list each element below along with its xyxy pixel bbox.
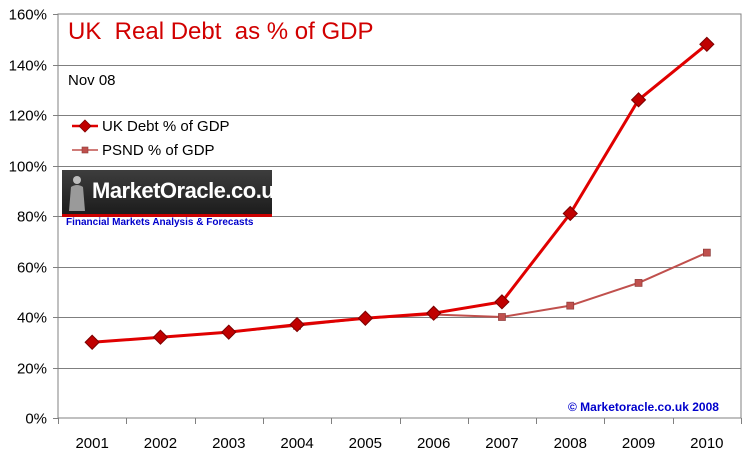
y-tick-label: 80% <box>17 209 47 226</box>
oracle-figure-icon <box>69 176 85 211</box>
legend-item-psnd: PSND % of GDP <box>72 138 230 162</box>
y-tick-label: 140% <box>9 58 47 75</box>
chart-subtitle: Nov 08 <box>68 72 116 89</box>
x-tick-label: 2004 <box>280 435 313 452</box>
series-line-uk-debt <box>92 43 708 344</box>
x-tick-label: 2009 <box>622 435 655 452</box>
x-tick-label: 2002 <box>144 435 177 452</box>
data-point-psnd <box>498 313 506 321</box>
data-point-psnd <box>566 301 575 310</box>
data-point-psnd <box>702 248 711 257</box>
y-tick-label: 120% <box>9 108 47 125</box>
copyright-notice: © Marketoracle.co.uk 2008 <box>568 400 719 414</box>
data-point-uk-debt <box>494 294 510 310</box>
data-point-uk-debt <box>289 316 305 333</box>
y-tick-label: 40% <box>17 310 47 327</box>
x-tick-label: 2007 <box>485 435 518 452</box>
data-point-uk-debt <box>425 305 442 321</box>
y-tick-label: 60% <box>17 260 47 277</box>
data-point-uk-debt <box>357 310 374 326</box>
legend: UK Debt % of GDP PSND % of GDP <box>72 114 230 162</box>
data-point-uk-debt <box>221 324 237 340</box>
x-tick-label: 2010 <box>690 435 723 452</box>
data-point-uk-debt <box>152 329 169 345</box>
x-tick-label: 2001 <box>75 435 108 452</box>
legend-item-uk-debt: UK Debt % of GDP <box>72 114 230 138</box>
data-point-uk-debt <box>630 92 647 108</box>
x-tick-label: 2008 <box>554 435 587 452</box>
logo-background: MarketOracle.co.uk <box>62 170 286 216</box>
logo-tagline: Financial Markets Analysis & Forecasts <box>66 217 254 228</box>
marketoracle-logo: MarketOracle.co.uk Financial Markets Ana… <box>62 170 286 230</box>
x-tick-label: 2005 <box>349 435 382 452</box>
chart-title: UK Real Debt as % of GDP <box>68 18 374 45</box>
legend-marker-psnd <box>72 146 98 154</box>
data-point-uk-debt <box>84 334 100 350</box>
legend-label-psnd: PSND % of GDP <box>102 141 215 159</box>
legend-marker-uk-debt <box>72 119 98 133</box>
x-tick-label: 2003 <box>212 435 245 452</box>
legend-label-uk-debt: UK Debt % of GDP <box>102 117 230 135</box>
data-point-psnd <box>634 279 643 287</box>
data-point-uk-debt <box>562 205 578 222</box>
x-tick-label: 2006 <box>417 435 450 452</box>
y-tick-label: 100% <box>9 159 47 176</box>
logo-wordmark: MarketOracle.co.uk <box>92 178 286 203</box>
y-tick-label: 0% <box>25 411 47 428</box>
y-tick-label: 20% <box>17 361 47 378</box>
logo-red-bar <box>62 214 272 217</box>
y-tick-label: 160% <box>9 7 47 24</box>
data-point-uk-debt <box>699 36 715 53</box>
